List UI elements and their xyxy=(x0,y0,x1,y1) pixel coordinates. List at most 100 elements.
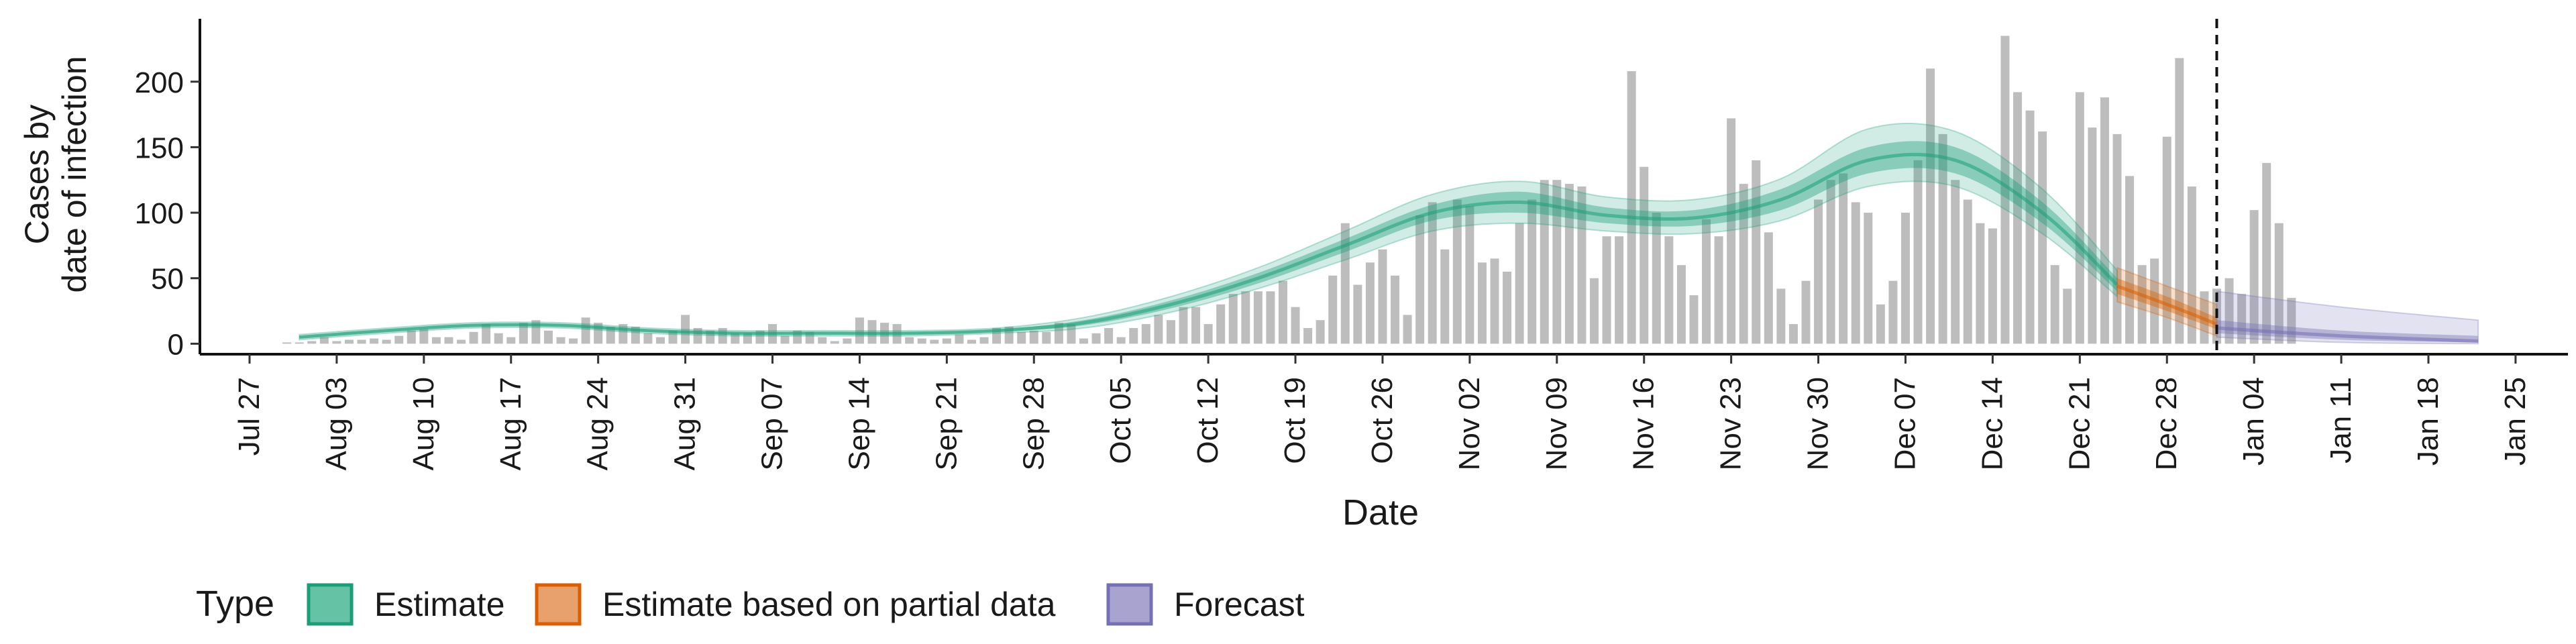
case-bar xyxy=(1042,331,1051,344)
legend-label: Estimate xyxy=(374,586,505,623)
case-bar xyxy=(1303,327,1313,344)
x-tick-label: Nov 02 xyxy=(1453,377,1486,470)
case-bar xyxy=(1091,333,1101,344)
case-bar xyxy=(917,338,926,344)
estimate-band-90 xyxy=(299,123,2118,341)
case-bar xyxy=(1739,184,1748,344)
case-bar xyxy=(2050,265,2059,344)
legend: Type Estimate Estimate based on partial d… xyxy=(196,583,1305,626)
legend-swatch xyxy=(307,583,354,626)
case-bar xyxy=(1191,307,1201,344)
case-bar xyxy=(655,337,665,344)
case-bar xyxy=(494,333,503,344)
case-bar xyxy=(1403,315,1412,344)
case-bar xyxy=(1228,294,1238,344)
partial-band-90 xyxy=(2116,266,2218,337)
case-bar xyxy=(319,337,329,344)
case-bar xyxy=(979,337,989,344)
case-bar xyxy=(2274,223,2284,344)
case-bar xyxy=(2175,58,2184,344)
case-bar xyxy=(1714,236,1723,344)
y-tick-label: 150 xyxy=(135,131,184,164)
y-axis-label-line-2: date of infection xyxy=(56,56,93,292)
case-bar xyxy=(818,337,827,344)
case-bar xyxy=(1876,304,1885,344)
x-tick-label: Aug 24 xyxy=(582,377,614,470)
case-bar xyxy=(1440,249,1450,344)
x-tick-label: Jan 04 xyxy=(2237,377,2270,466)
x-tick-label: Jul 27 xyxy=(233,377,266,455)
case-bar xyxy=(1291,307,1300,344)
case-bar xyxy=(1490,258,1499,344)
case-bar xyxy=(2112,133,2122,344)
x-tick-label: Aug 03 xyxy=(320,377,353,470)
case-bar xyxy=(1452,199,1462,344)
x-tick-label: Nov 09 xyxy=(1540,377,1573,470)
y-tick-label: 50 xyxy=(151,263,184,296)
case-bar xyxy=(444,337,453,344)
x-tick-label: Nov 30 xyxy=(1802,377,1835,470)
case-bar xyxy=(1652,213,1661,344)
case-bar xyxy=(2038,131,2047,344)
x-tick-label: Dec 28 xyxy=(2150,377,2183,470)
case-bar xyxy=(1938,133,1947,344)
case-bar xyxy=(1340,223,1350,344)
case-bar xyxy=(1676,265,1686,344)
case-bar xyxy=(668,330,678,344)
case-bar xyxy=(407,330,416,344)
case-bar xyxy=(519,323,528,344)
case-bar xyxy=(506,337,516,344)
case-bar xyxy=(643,333,653,344)
x-tick-label: Oct 12 xyxy=(1191,377,1224,464)
case-bar xyxy=(556,337,566,344)
case-bar xyxy=(1664,236,1674,344)
case-bar xyxy=(1864,213,1873,344)
case-bar xyxy=(2088,127,2097,344)
x-tick-label: Nov 23 xyxy=(1715,377,1748,470)
case-bar xyxy=(1788,324,1798,344)
case-bar xyxy=(1951,180,1960,344)
case-bar xyxy=(1976,223,1985,344)
case-bar xyxy=(1203,324,1213,344)
case-bar xyxy=(1241,291,1250,344)
case-bar xyxy=(830,341,839,344)
forecast-median-line xyxy=(2216,326,2479,343)
x-tick-label: Aug 17 xyxy=(494,377,527,470)
case-bar xyxy=(344,339,354,344)
case-bar xyxy=(731,333,740,344)
x-tick-label: Jan 25 xyxy=(2499,377,2532,466)
case-bar xyxy=(2100,97,2109,344)
x-tick-label: Sep 28 xyxy=(1017,377,1050,470)
case-bar xyxy=(1154,315,1163,344)
case-bar xyxy=(1141,324,1150,344)
case-bar xyxy=(2249,210,2259,344)
case-bar xyxy=(855,317,864,344)
case-bar xyxy=(2137,265,2147,344)
case-bar xyxy=(1166,320,1175,344)
case-bar xyxy=(681,315,690,344)
case-bar xyxy=(1079,338,1089,344)
case-bar xyxy=(1266,291,1275,344)
case-bar xyxy=(955,334,964,344)
case-bar xyxy=(569,338,578,344)
legend-swatch xyxy=(535,583,582,626)
case-bar xyxy=(1353,284,1362,344)
case-bar xyxy=(1963,199,1972,344)
case-bar xyxy=(1465,206,1474,344)
estimate-band-50 xyxy=(299,141,2118,339)
case-bar xyxy=(1477,262,1487,344)
case-bar xyxy=(1602,236,1611,344)
case-bar xyxy=(294,342,304,344)
case-bar xyxy=(1316,320,1325,344)
x-tick-label: Oct 05 xyxy=(1104,377,1137,464)
x-tick-label: Dec 14 xyxy=(1976,377,2008,470)
case-bar xyxy=(1564,184,1574,344)
case-bar xyxy=(1839,173,1848,344)
case-bar xyxy=(370,338,379,344)
x-tick-label: Sep 14 xyxy=(843,377,875,470)
case-bar xyxy=(1826,180,1835,344)
case-bar xyxy=(1577,186,1587,344)
case-bar xyxy=(942,338,951,344)
case-bar xyxy=(1503,271,1512,344)
